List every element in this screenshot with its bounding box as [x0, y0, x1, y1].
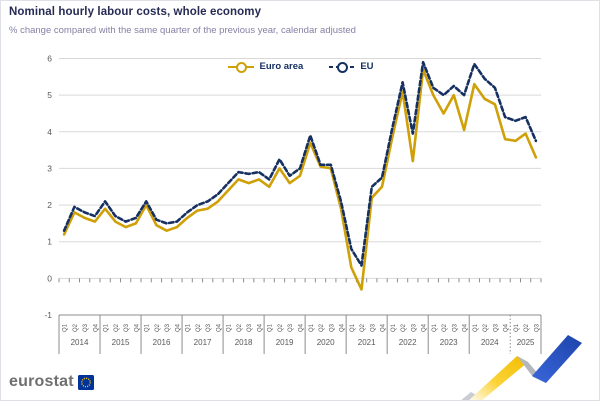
svg-text:2016: 2016: [153, 338, 171, 347]
svg-text:-1: -1: [44, 310, 52, 320]
year-separators: [58, 315, 542, 354]
svg-text:Q1: Q1: [391, 323, 397, 332]
svg-text:Q3: Q3: [165, 323, 171, 332]
eu-flag-icon: [77, 374, 94, 390]
svg-text:6: 6: [47, 54, 52, 64]
svg-text:2: 2: [47, 200, 52, 210]
svg-text:Q1: Q1: [63, 323, 69, 332]
svg-text:Q1: Q1: [514, 323, 520, 332]
svg-text:Q3: Q3: [124, 323, 130, 332]
eurostat-logo-text: eurostat: [9, 373, 74, 390]
quarter-labels: Q1 Q2 Q3 Q4 Q1 Q2 Q3 Q4 Q1 Q2 Q3 Q4 Q1 Q2 Q3 Q4 Q1 Q2 Q3 Q4…: [63, 323, 541, 332]
svg-text:Q2: Q2: [360, 323, 366, 332]
chart-title: Nominal hourly labour costs, whole econo…: [9, 6, 262, 18]
svg-text:2025: 2025: [517, 338, 535, 347]
svg-text:2024: 2024: [481, 338, 499, 347]
svg-text:Q2: Q2: [524, 323, 530, 332]
svg-text:2018: 2018: [235, 338, 253, 347]
svg-text:2014: 2014: [71, 338, 89, 347]
svg-text:Q2: Q2: [319, 323, 325, 332]
series-line-euro-area: [62, 68, 538, 291]
decorative-ribbon-icon: [461, 335, 582, 400]
svg-text:4: 4: [47, 127, 52, 137]
svg-text:Q3: Q3: [534, 323, 540, 332]
svg-text:Q1: Q1: [432, 323, 438, 332]
year-labels: 2014 2015 2016 2017 2018 2019 2020 2021 2022 2023…: [71, 338, 535, 347]
svg-text:5: 5: [47, 90, 52, 100]
svg-text:Q3: Q3: [329, 323, 335, 332]
svg-text:Q3: Q3: [288, 323, 294, 332]
svg-text:2019: 2019: [276, 338, 294, 347]
svg-text:Q4: Q4: [381, 323, 387, 332]
svg-text:2015: 2015: [112, 338, 130, 347]
svg-text:Q4: Q4: [504, 323, 510, 332]
svg-text:Q3: Q3: [247, 323, 253, 332]
svg-text:Q4: Q4: [463, 323, 469, 332]
y-gridlines: [59, 58, 541, 316]
svg-text:Q3: Q3: [370, 323, 376, 332]
svg-text:1: 1: [47, 237, 52, 247]
svg-text:Q4: Q4: [134, 323, 140, 332]
svg-text:2023: 2023: [440, 338, 458, 347]
svg-text:2020: 2020: [317, 338, 335, 347]
svg-text:Q1: Q1: [186, 323, 192, 332]
svg-text:Q2: Q2: [483, 323, 489, 332]
svg-text:Q2: Q2: [401, 323, 407, 332]
svg-text:Q2: Q2: [237, 323, 243, 332]
svg-text:Q3: Q3: [493, 323, 499, 332]
y-axis-labels: -1 0 1 2 3 4 5 6: [44, 54, 52, 321]
svg-text:Q2: Q2: [73, 323, 79, 332]
svg-text:Q4: Q4: [422, 323, 428, 332]
svg-text:0: 0: [47, 273, 52, 283]
svg-text:Q4: Q4: [93, 323, 99, 332]
chart-subtitle: % change compared with the same quarter …: [9, 25, 356, 36]
svg-text:Q3: Q3: [83, 323, 89, 332]
svg-text:Q4: Q4: [257, 323, 263, 332]
svg-text:Q2: Q2: [114, 323, 120, 332]
svg-text:2017: 2017: [194, 338, 212, 347]
svg-text:Q4: Q4: [299, 323, 305, 332]
svg-text:3: 3: [47, 163, 52, 173]
svg-text:Q1: Q1: [473, 323, 479, 332]
svg-text:Q4: Q4: [216, 323, 222, 332]
series-line-eu: [62, 60, 538, 267]
svg-text:Q1: Q1: [145, 323, 151, 332]
svg-text:Q4: Q4: [175, 323, 181, 332]
svg-text:Q2: Q2: [442, 323, 448, 332]
svg-text:Q3: Q3: [452, 323, 458, 332]
svg-text:2022: 2022: [399, 338, 417, 347]
x-axis-ticks: [58, 278, 542, 283]
svg-text:Q1: Q1: [309, 323, 315, 332]
svg-text:Q2: Q2: [196, 323, 202, 332]
svg-text:Q1: Q1: [104, 323, 110, 332]
svg-text:Q1: Q1: [268, 323, 274, 332]
svg-text:Q3: Q3: [206, 323, 212, 332]
svg-text:2021: 2021: [358, 338, 376, 347]
svg-text:Q1: Q1: [350, 323, 356, 332]
eurostat-logo: eurostat: [9, 373, 95, 391]
svg-text:Q1: Q1: [227, 323, 233, 332]
svg-text:Q3: Q3: [411, 323, 417, 332]
svg-text:Q4: Q4: [340, 323, 346, 332]
svg-text:Q2: Q2: [155, 323, 161, 332]
svg-text:Q2: Q2: [278, 323, 284, 332]
